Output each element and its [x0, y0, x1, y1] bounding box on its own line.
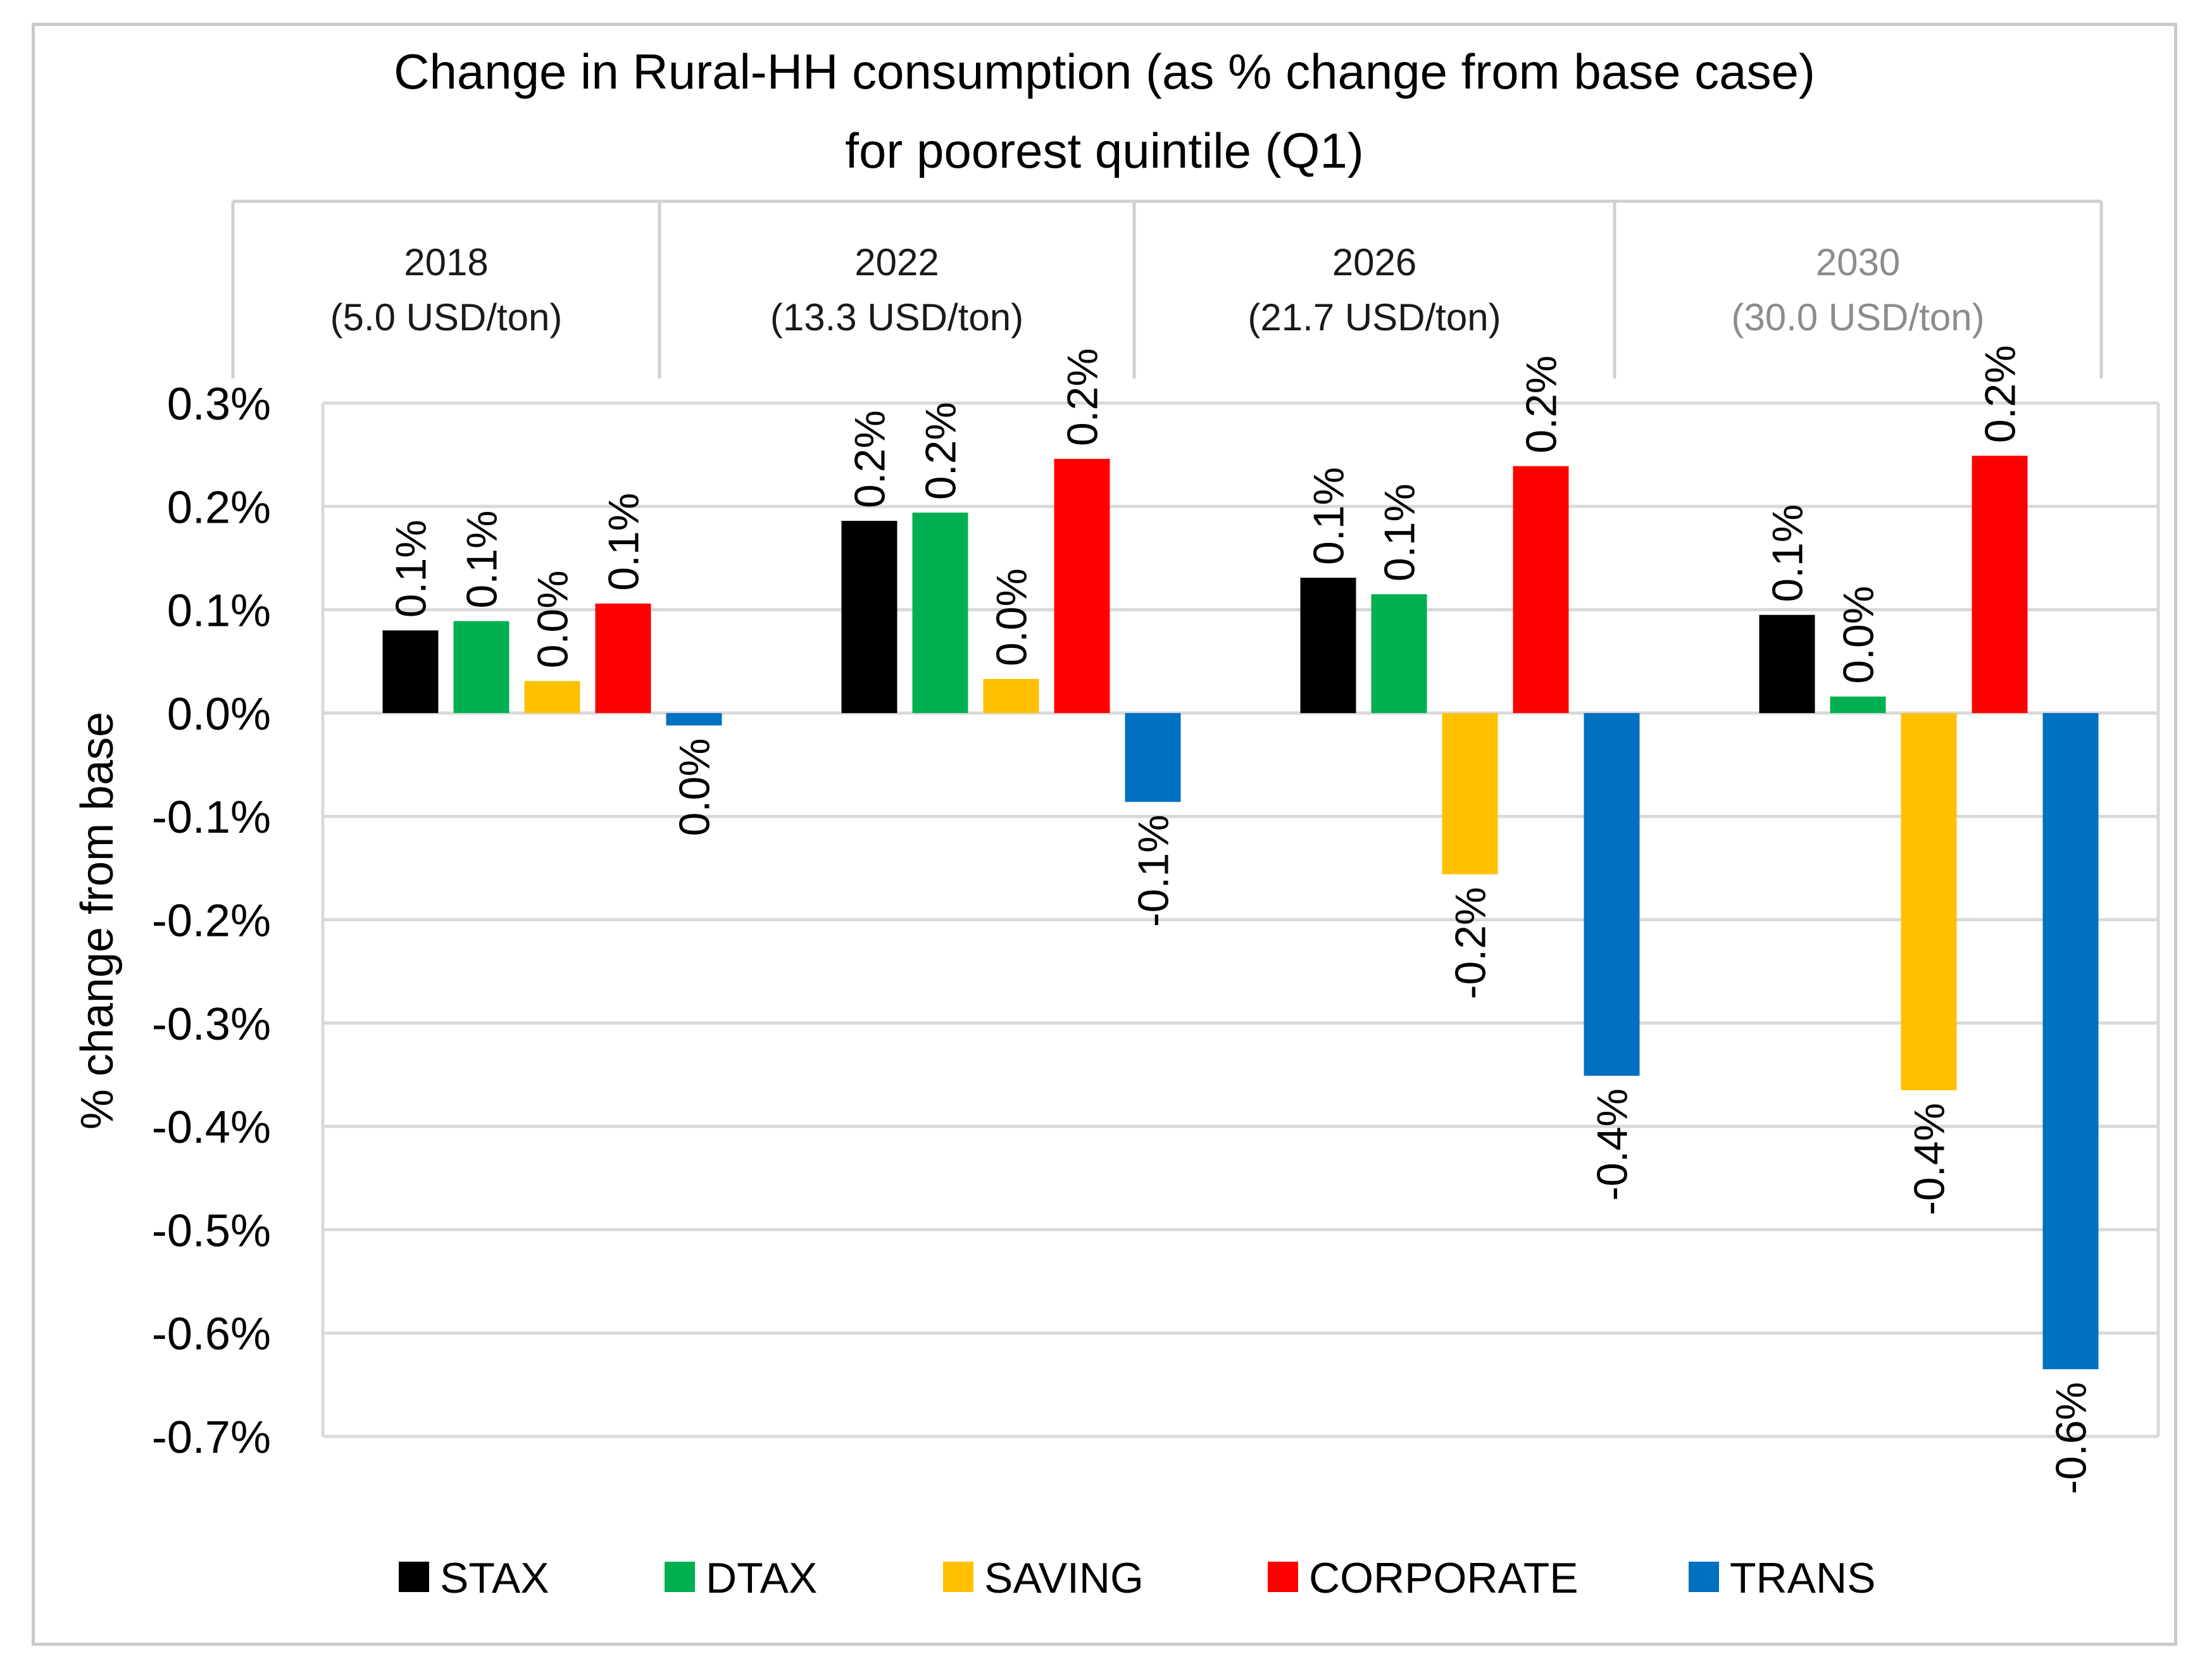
- y-tick-label-10: -0.7%: [152, 1412, 271, 1463]
- bar-corporate-2030: [1972, 456, 2028, 713]
- data-label-stax-2030: 0.1%: [1764, 504, 1812, 602]
- legend-label-corporate: CORPORATE: [1309, 1554, 1579, 1602]
- y-tick-label-5: -0.2%: [152, 896, 271, 947]
- data-label-corporate-2022: 0.2%: [1059, 348, 1107, 446]
- bar-stax-2030: [1759, 614, 1815, 713]
- chart-title-line-1: Change in Rural-HH consumption (as % cha…: [394, 44, 1815, 99]
- data-label-stax-2022: 0.2%: [846, 410, 894, 508]
- legend-label-trans: TRANS: [1730, 1554, 1875, 1602]
- legend-label-stax: STAX: [440, 1554, 549, 1602]
- legend-swatch-corporate: [1268, 1562, 1298, 1592]
- category-year-2030: 2030: [1816, 241, 1900, 283]
- bar-dtax-2022: [912, 513, 968, 713]
- category-year-2018: 2018: [404, 241, 488, 283]
- bar-trans-2030: [2042, 712, 2099, 1369]
- y-tick-label-1: 0.2%: [167, 482, 271, 533]
- legend-swatch-stax: [399, 1562, 429, 1592]
- category-year-2022: 2022: [854, 241, 939, 283]
- data-label-trans-2022: -0.1%: [1130, 814, 1178, 927]
- data-label-corporate-2026: 0.2%: [1518, 356, 1566, 454]
- bar-trans-2018: [666, 712, 722, 726]
- y-tick-label-9: -0.6%: [152, 1309, 271, 1360]
- bar-dtax-2018: [453, 621, 510, 713]
- legend-label-saving: SAVING: [984, 1554, 1144, 1602]
- bar-corporate-2022: [1054, 459, 1110, 713]
- bar-trans-2026: [1584, 712, 1640, 1076]
- legend-label-dtax: DTAX: [706, 1554, 817, 1602]
- bar-dtax-2026: [1371, 594, 1427, 713]
- data-label-trans-2030: -0.6%: [2048, 1382, 2096, 1495]
- y-tick-label-0: 0.3%: [167, 379, 271, 430]
- bar-saving-2022: [983, 679, 1039, 713]
- data-label-trans-2026: -0.4%: [1589, 1088, 1637, 1201]
- data-label-dtax-2018: 0.1%: [458, 511, 506, 609]
- legend-swatch-trans: [1689, 1562, 1719, 1592]
- category-price-2022: (13.3 USD/ton): [770, 296, 1023, 339]
- category-year-2026: 2026: [1332, 241, 1416, 283]
- y-tick-label-2: 0.1%: [167, 586, 271, 637]
- chart-frame: [32, 23, 2177, 1646]
- data-label-dtax-2026: 0.1%: [1376, 483, 1424, 582]
- y-tick-label-4: -0.1%: [152, 792, 271, 843]
- bar-corporate-2026: [1513, 466, 1569, 713]
- bar-corporate-2018: [595, 603, 651, 713]
- y-tick-label-8: -0.5%: [152, 1205, 271, 1256]
- bar-stax-2018: [382, 630, 439, 713]
- category-price-2026: (21.7 USD/ton): [1247, 296, 1501, 339]
- data-label-dtax-2022: 0.2%: [917, 402, 965, 500]
- bar-saving-2018: [524, 681, 580, 713]
- category-price-2030: (30.0 USD/ton): [1731, 296, 1984, 339]
- data-label-corporate-2030: 0.2%: [1977, 345, 2025, 443]
- data-label-saving-2026: -0.2%: [1447, 887, 1495, 1000]
- y-axis-label: % change from base: [72, 712, 123, 1129]
- data-label-saving-2030: -0.4%: [1906, 1103, 1954, 1216]
- legend-swatch-saving: [943, 1562, 973, 1592]
- y-tick-label-7: -0.4%: [152, 1102, 271, 1153]
- data-label-trans-2018: 0.0%: [671, 738, 719, 836]
- bar-stax-2026: [1300, 577, 1356, 713]
- data-label-stax-2018: 0.1%: [387, 520, 435, 618]
- chart-title-line-2: for poorest quintile (Q1): [845, 123, 1363, 178]
- data-label-saving-2022: 0.0%: [988, 568, 1036, 666]
- data-label-dtax-2030: 0.0%: [1835, 586, 1883, 684]
- bar-stax-2022: [841, 521, 897, 713]
- bar-dtax-2030: [1830, 696, 1886, 713]
- bar-saving-2030: [1901, 712, 1957, 1090]
- data-label-saving-2018: 0.0%: [529, 570, 577, 668]
- data-label-stax-2026: 0.1%: [1305, 467, 1353, 565]
- bar-saving-2026: [1442, 712, 1498, 874]
- legend-swatch-dtax: [665, 1562, 695, 1592]
- bar-trans-2022: [1125, 712, 1181, 802]
- data-label-corporate-2018: 0.1%: [600, 493, 648, 591]
- category-price-2018: (5.0 USD/ton): [330, 296, 563, 339]
- y-tick-label-6: -0.3%: [152, 999, 271, 1050]
- y-tick-label-3: 0.0%: [167, 689, 271, 740]
